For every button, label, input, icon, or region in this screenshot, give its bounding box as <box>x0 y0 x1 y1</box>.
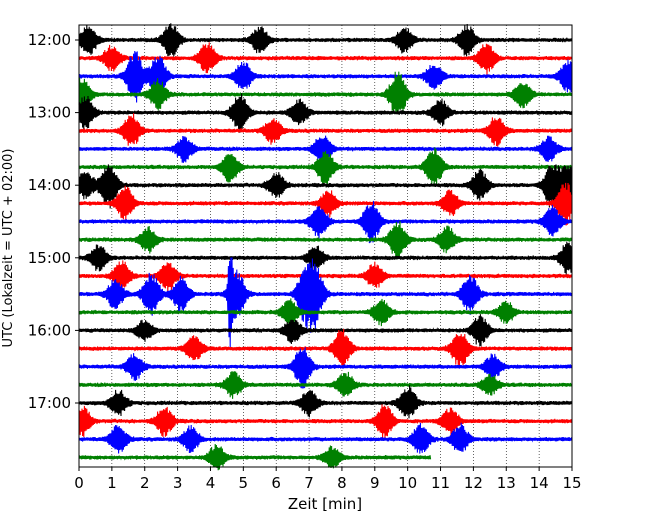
x-tick-label: 6 <box>271 474 281 492</box>
trace-1700 <box>78 385 573 419</box>
trace-1515 <box>78 260 573 293</box>
x-tick-label: 0 <box>74 474 84 492</box>
trace-1330 <box>78 135 573 166</box>
x-tick-label: 13 <box>497 474 516 492</box>
trace-1745 <box>78 444 432 471</box>
y-tick-label: 13:00 <box>28 104 71 122</box>
x-tick-label: 5 <box>239 474 249 492</box>
x-tick-label: 2 <box>140 474 150 492</box>
x-axis-label: Zeit [min] <box>288 495 362 513</box>
x-tick-label: 3 <box>173 474 183 492</box>
y-tick-label: 12:00 <box>28 31 71 49</box>
trace-1615 <box>78 328 573 369</box>
trace-1730 <box>78 422 573 454</box>
y-tick-label: 17:00 <box>28 394 71 412</box>
x-tick-label: 12 <box>464 474 483 492</box>
x-axis-ticks: 0 1 2 3 4 5 6 7 8 9 10 11 12 13 14 15 <box>74 467 582 492</box>
x-tick-label: 9 <box>370 474 380 492</box>
x-tick-label: 8 <box>337 474 347 492</box>
trace-1600 <box>78 314 573 347</box>
trace-1530 <box>78 257 573 348</box>
trace-1715 <box>78 404 573 439</box>
trace-1430 <box>78 200 573 244</box>
y-axis-ticks: 12:00 13:00 14:00 15:00 16:00 17:00 <box>28 31 79 412</box>
trace-1315 <box>78 113 573 147</box>
trace-1400 <box>78 164 573 209</box>
x-tick-label: 7 <box>304 474 314 492</box>
x-tick-label: 15 <box>562 474 581 492</box>
y-axis-label: UTC (Lokalzeit = UTC + 02:00) <box>1 149 16 348</box>
plot-frame <box>78 24 573 468</box>
x-tick-label: 4 <box>206 474 216 492</box>
trace-1445 <box>78 220 573 260</box>
y-tick-label: 16:00 <box>28 321 71 339</box>
grid-lines <box>111 25 540 467</box>
trace-1415 <box>78 182 573 226</box>
trace-1215 <box>78 42 573 75</box>
x-tick-label: 11 <box>431 474 450 492</box>
trace-1545 <box>78 298 573 327</box>
y-tick-label: 14:00 <box>28 176 71 194</box>
trace-1500 <box>78 241 573 275</box>
x-tick-label: 1 <box>107 474 117 492</box>
trace-1300 <box>78 93 573 133</box>
trace-1345 <box>78 147 573 187</box>
trace-1245 <box>78 71 573 114</box>
y-tick-label: 15:00 <box>28 249 71 267</box>
trace-1645 <box>78 371 573 399</box>
x-tick-label: 10 <box>398 474 417 492</box>
seismic-traces <box>78 23 573 471</box>
trace-1230 <box>78 51 573 103</box>
trace-1200 <box>78 23 573 57</box>
x-tick-label: 14 <box>530 474 549 492</box>
